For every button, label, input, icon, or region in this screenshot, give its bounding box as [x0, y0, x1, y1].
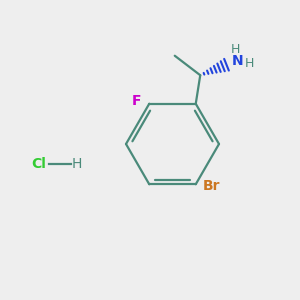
Text: H: H	[244, 57, 254, 70]
Text: N: N	[232, 54, 244, 68]
Text: Cl: Cl	[32, 157, 46, 170]
Text: Br: Br	[202, 179, 220, 193]
Text: H: H	[71, 157, 82, 170]
Text: F: F	[132, 94, 141, 108]
Text: H: H	[231, 43, 240, 56]
